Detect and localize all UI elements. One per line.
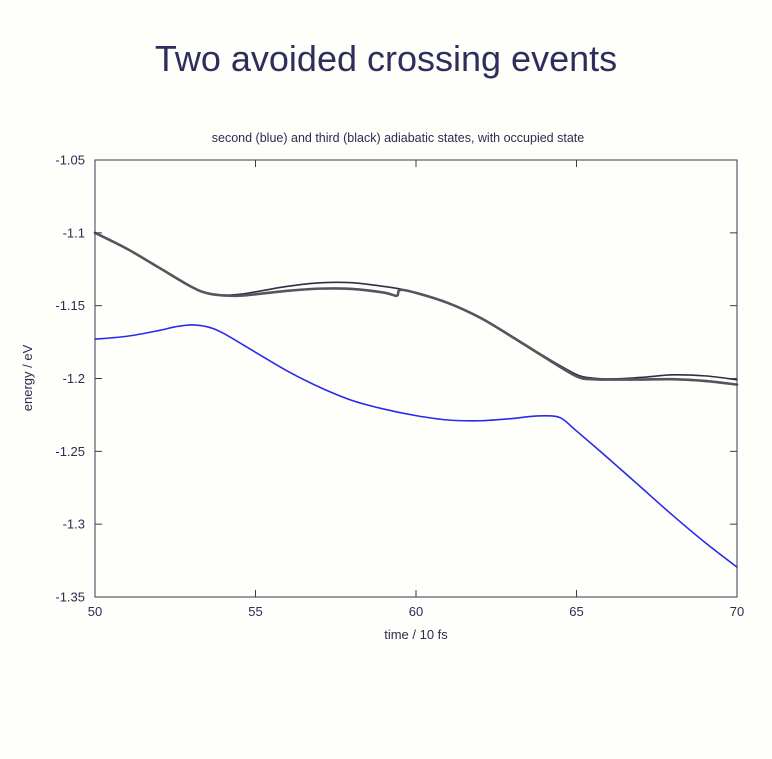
y-tick-label: -1.2 <box>63 371 85 386</box>
y-tick-label: -1.15 <box>55 298 85 313</box>
series-line-black <box>94 232 738 381</box>
series-layer <box>93 231 739 568</box>
chart-title: Two avoided crossing events <box>154 38 618 79</box>
x-tick-label: 55 <box>248 604 262 619</box>
y-axis-label: energy / eV <box>20 344 35 411</box>
y-tick-label: -1.25 <box>55 444 85 459</box>
x-axis-label: time / 10 fs <box>384 627 448 642</box>
y-tick-label: -1.3 <box>63 517 85 532</box>
series-line-blue <box>94 324 738 568</box>
ticks-layer: 50 55 60 65 70 -1.05 -1.1 -1.15 -1.2 -1.25 -1.3 -1.… <box>55 153 744 620</box>
x-tick-label: 50 <box>88 604 102 619</box>
plot-frame <box>94 159 738 598</box>
y-tick-label: -1.1 <box>63 225 85 240</box>
x-tick-label: 70 <box>730 604 744 619</box>
y-tick-label: -1.35 <box>55 590 85 605</box>
x-tick-label: 60 <box>409 604 423 619</box>
series-line-occupied <box>93 231 739 386</box>
y-tick-label: -1.05 <box>55 153 85 168</box>
chart-subtitle: second (blue) and third (black) adiabati… <box>212 131 584 145</box>
x-tick-label: 65 <box>569 604 583 619</box>
